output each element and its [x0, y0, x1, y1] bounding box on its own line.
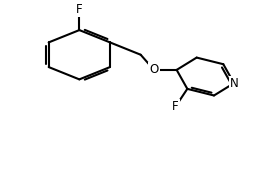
Text: O: O: [149, 63, 159, 76]
Text: N: N: [230, 77, 238, 90]
Text: F: F: [172, 100, 179, 113]
Text: F: F: [76, 3, 83, 16]
